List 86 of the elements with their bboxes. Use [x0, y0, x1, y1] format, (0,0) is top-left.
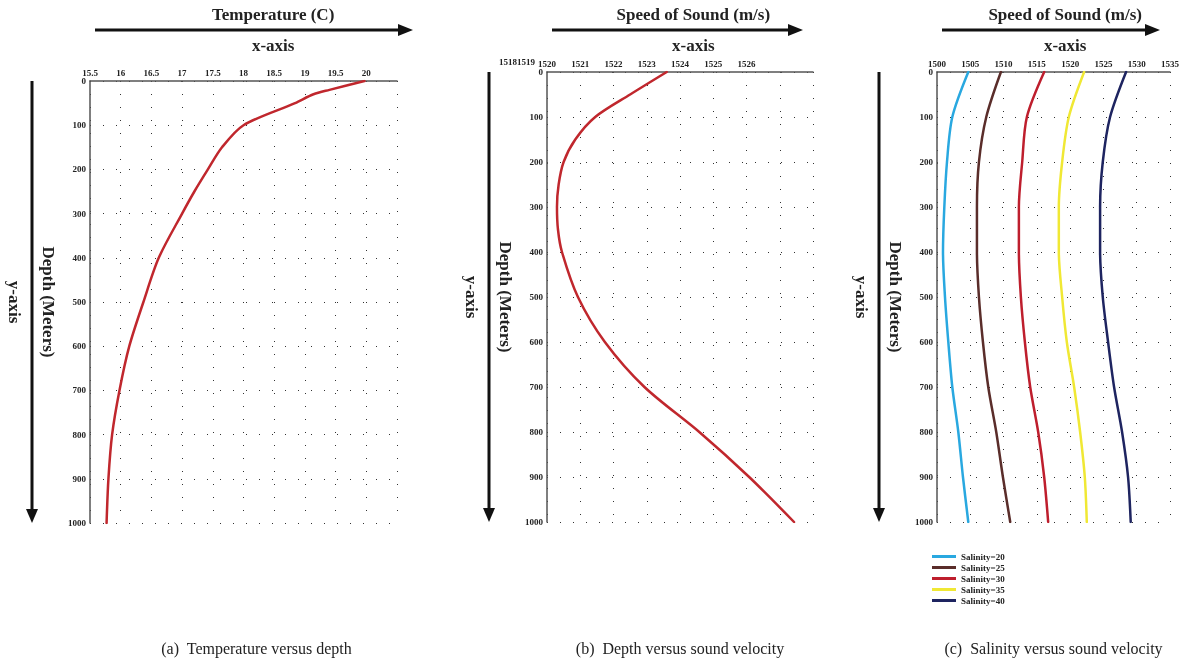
y-tick-label: 600 — [529, 337, 544, 347]
x-tick-label: 1523 — [637, 58, 657, 69]
legend-label: Salinity=25 — [961, 562, 1006, 573]
y-tick-label: 300 — [529, 202, 544, 212]
line-series — [1057, 70, 1089, 524]
y-axis-title: Depth (Meters) — [38, 246, 58, 358]
x-tick-label: 18 — [239, 67, 249, 78]
y-tick-label: 600 — [72, 341, 87, 352]
y-tick-label: 500 — [72, 297, 87, 307]
y-tick-label: 100 — [919, 112, 934, 122]
text: y-axis — [461, 275, 481, 319]
text: x-axis — [672, 35, 715, 55]
x-axis-title: Temperature (C) — [212, 4, 335, 24]
x-tick-label: 1522 — [604, 58, 623, 69]
y-tick-label: 500 — [919, 292, 934, 302]
y-tick-label: 200 — [919, 157, 934, 167]
x-tick-label: 15.5 — [82, 67, 99, 78]
x-tick-label: 19.5 — [327, 67, 344, 78]
y-tick-label: 200 — [72, 164, 87, 175]
line-series — [975, 70, 1012, 524]
y-tick-label: 200 — [529, 157, 544, 167]
y-tick-label: 400 — [72, 252, 87, 263]
y-tick-label: 0 — [928, 67, 934, 77]
x-tick-label: 1510 — [994, 58, 1014, 69]
x-tick-label: 20 — [361, 67, 372, 78]
y-tick-label: 800 — [72, 429, 87, 440]
y-tick-label: 1000 — [915, 517, 934, 527]
x-axis-title: Speed of Sound (m/s) — [616, 4, 771, 24]
x-tick-label: 1535 — [1161, 58, 1180, 69]
y-tick-label: 700 — [72, 385, 87, 396]
y-tick-label: 300 — [72, 208, 87, 219]
legend-label: Salinity=35 — [961, 584, 1006, 595]
y-tick-label: 500 — [529, 292, 544, 302]
text: x-axis — [1043, 35, 1087, 55]
legend-label: Salinity=40 — [961, 595, 1006, 606]
line-series — [1017, 70, 1050, 524]
x-tick-label: 1526 — [737, 58, 756, 69]
y-tick-label: 600 — [919, 337, 934, 347]
x-tick-label: 1521 — [571, 58, 590, 69]
text: (a) Temperature versus depth — [161, 639, 352, 658]
y-tick-label: 0 — [538, 67, 544, 77]
y-tick-label: 700 — [919, 382, 934, 392]
y-tick-label: 700 — [529, 382, 544, 392]
y-tick-label: 800 — [919, 427, 934, 437]
y-tick-label: 900 — [529, 472, 544, 482]
x-tick-label: 1520 — [538, 58, 557, 69]
y-axis-title: Depth (Meters) — [885, 241, 905, 353]
text: 15181519 — [499, 57, 536, 67]
y-tick-label: 900 — [72, 473, 87, 484]
x-tick-label: 1525 — [1094, 58, 1113, 69]
text: y-axis — [851, 275, 871, 319]
legend-label: Salinity=20 — [961, 551, 1006, 562]
x-tick-label: 1530 — [1127, 58, 1147, 69]
y-tick-label: 400 — [919, 247, 934, 257]
y-tick-label: 100 — [529, 112, 544, 122]
y-tick-label: 100 — [72, 120, 87, 131]
line-series — [1098, 70, 1132, 524]
x-tick-label: 1525 — [704, 58, 723, 69]
line-series — [941, 70, 970, 524]
y-tick-label: 900 — [919, 472, 934, 482]
text: x-axis — [251, 35, 295, 55]
x-axis-title: Speed of Sound (m/s) — [988, 4, 1142, 24]
x-tick-label: 16.5 — [143, 67, 160, 78]
x-tick-label: 1524 — [671, 58, 690, 69]
line-series — [555, 70, 796, 524]
x-tick-label: 1515 — [1027, 58, 1047, 69]
x-tick-label: 17.5 — [204, 67, 222, 78]
y-tick-label: 400 — [529, 247, 544, 257]
y-tick-label: 300 — [919, 202, 934, 212]
text: (c) Salinity versus sound velocity — [944, 639, 1163, 658]
x-tick-label: 18.5 — [266, 67, 283, 78]
x-tick-label: 17 — [177, 67, 188, 78]
text: y-axis — [4, 280, 24, 324]
text: (b) Depth versus sound velocity — [575, 639, 785, 658]
x-tick-label: 19 — [300, 67, 310, 78]
legend-label: Salinity=30 — [961, 573, 1006, 584]
y-tick-label: 1000 — [68, 518, 87, 528]
line-series — [105, 79, 366, 525]
y-tick-label: 800 — [529, 427, 544, 437]
x-tick-label: 16 — [116, 67, 126, 78]
y-tick-label: 1000 — [525, 517, 544, 527]
x-tick-label: 1520 — [1061, 58, 1080, 69]
y-axis-title: Depth (Meters) — [495, 241, 515, 353]
x-tick-label: 1505 — [961, 58, 980, 69]
y-tick-label: 0 — [81, 76, 87, 86]
x-tick-label: 1500 — [928, 58, 947, 69]
